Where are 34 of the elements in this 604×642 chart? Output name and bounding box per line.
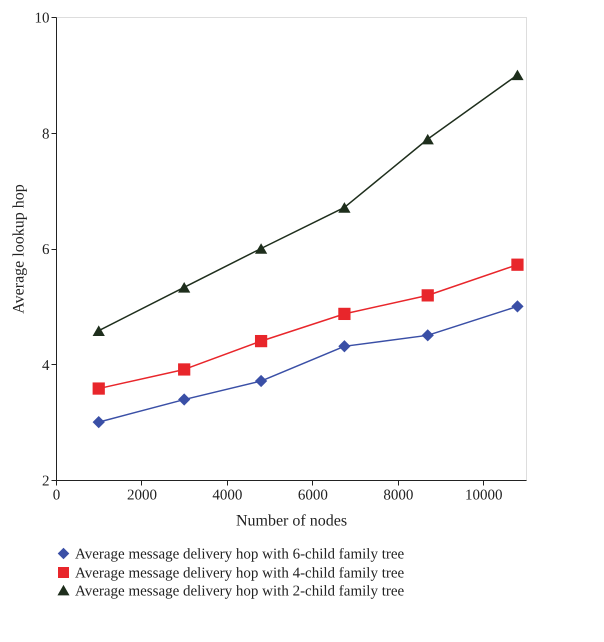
- x-tick-label: 0: [52, 488, 60, 504]
- point: [338, 202, 351, 213]
- point: [92, 382, 105, 395]
- point: [422, 329, 434, 342]
- x-axis-title: Number of nodes: [236, 512, 348, 530]
- point: [422, 134, 434, 144]
- x-tick-label: 6000: [298, 488, 328, 504]
- point: [511, 258, 524, 271]
- point: [178, 393, 190, 406]
- x-tick-label: 4000: [212, 488, 242, 504]
- y-tick-label: 8: [42, 126, 50, 142]
- legend-label: Average message delivery hop with 4-child family tree: [75, 566, 405, 582]
- point: [254, 243, 268, 254]
- point: [511, 300, 524, 312]
- y-tick-label: 10: [34, 10, 50, 26]
- point: [422, 289, 434, 302]
- point: [254, 334, 268, 348]
- legend-label: Average message delivery hop with 6-child family tree: [75, 546, 405, 562]
- point: [338, 340, 351, 352]
- point: [92, 325, 105, 336]
- point: [338, 308, 351, 320]
- point: [92, 416, 105, 428]
- point: [178, 282, 190, 293]
- y-tick-label: 2: [42, 474, 50, 490]
- x-tick-label: 8000: [383, 488, 414, 504]
- point: [254, 374, 268, 388]
- y-tick-label: 6: [42, 242, 50, 258]
- y-tick-label: 4: [42, 358, 50, 374]
- legend-label: Average message delivery hop with 2-child family tree: [75, 584, 405, 600]
- point: [178, 363, 190, 376]
- x-tick-label: 10000: [465, 488, 503, 504]
- point: [511, 70, 524, 80]
- x-tick-label: 2000: [126, 488, 157, 504]
- y-axis-title: Average lookup hop: [10, 184, 28, 314]
